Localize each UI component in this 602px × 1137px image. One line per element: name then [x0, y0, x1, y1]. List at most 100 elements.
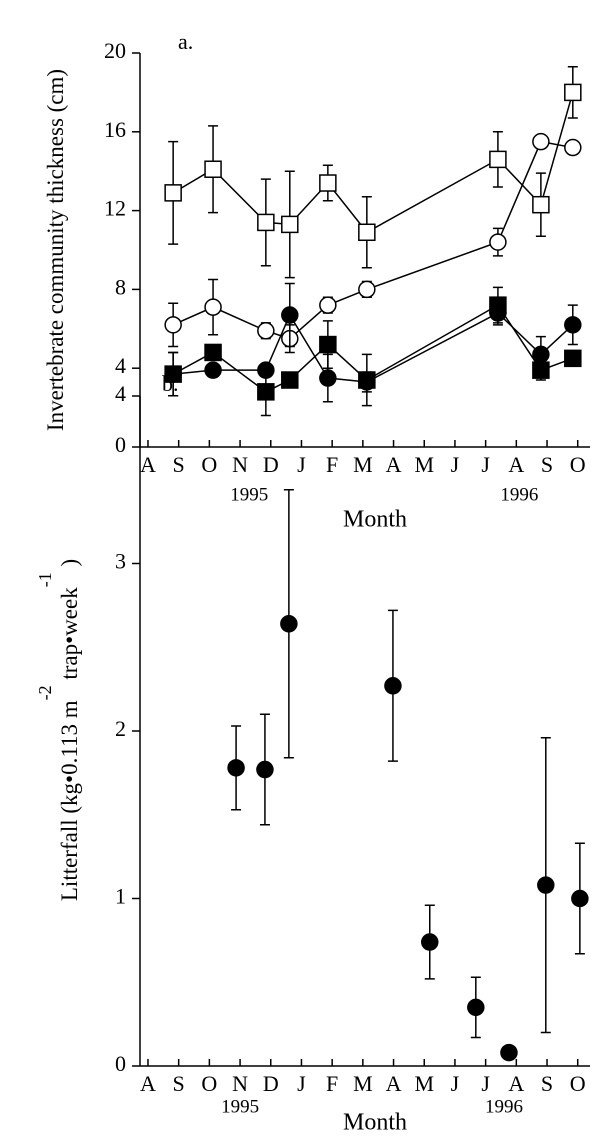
circle-marker: [280, 615, 298, 633]
x-tick-label: O: [570, 1071, 586, 1096]
x-tick-label: F: [326, 1071, 338, 1096]
y-tick-label: 1: [115, 884, 126, 909]
x-tick-label: O: [201, 1071, 217, 1096]
year-label: 1996: [485, 1096, 523, 1117]
x-tick-label: S: [173, 1071, 185, 1096]
y-axis-label-part: trap•week: [57, 587, 82, 686]
circle-marker: [319, 296, 337, 314]
square-marker: [489, 296, 507, 314]
y-tick-label: 0: [115, 432, 126, 457]
circle-marker: [256, 760, 274, 779]
series: [227, 489, 589, 1062]
x-tick-label: J: [297, 452, 306, 477]
circle-marker: [467, 998, 485, 1017]
y-axis-label: Invertebrate community thickness (cm): [43, 69, 68, 431]
y-axis-label-exponent: -2: [35, 685, 55, 700]
circle-marker: [319, 369, 337, 387]
y-tick-label: 16: [104, 117, 126, 142]
square-marker: [319, 174, 337, 192]
circle-marker: [164, 316, 182, 334]
x-tick-label: S: [541, 452, 553, 477]
circle-marker: [489, 233, 507, 251]
year-label: 1995: [221, 1096, 259, 1117]
circle-marker: [564, 138, 582, 157]
panel-label: a.: [178, 29, 193, 54]
circle-marker: [532, 132, 550, 151]
circle-marker: [564, 316, 582, 334]
square-marker: [532, 195, 550, 214]
circle-marker: [204, 361, 222, 379]
circle-marker: [537, 876, 555, 894]
x-tick-label: F: [326, 452, 338, 477]
x-tick-label: O: [201, 452, 217, 477]
square-marker: [164, 184, 182, 202]
circle-marker: [227, 759, 245, 777]
x-tick-label: J: [451, 1071, 460, 1096]
y-tick-label: 4: [115, 381, 126, 406]
x-tick-label: S: [541, 1071, 553, 1096]
y-tick-label: 12: [104, 196, 126, 221]
square-marker: [532, 361, 550, 379]
x-tick-label: A: [508, 452, 524, 477]
series: [164, 66, 582, 279]
circle-marker: [500, 1043, 518, 1062]
circle-marker: [571, 889, 589, 908]
square-marker: [164, 365, 182, 383]
x-tick-label: D: [263, 452, 279, 477]
square-marker: [564, 83, 582, 102]
x-tick-label: N: [232, 452, 248, 477]
x-tick-label: A: [508, 1071, 524, 1096]
circle-marker: [421, 933, 439, 951]
y-axis-label-part: ): [57, 559, 82, 572]
x-tick-label: M: [414, 1071, 434, 1096]
square-marker: [281, 215, 299, 234]
square-marker: [257, 213, 275, 232]
x-tick-label: J: [481, 452, 490, 477]
year-label: 1995: [230, 484, 268, 505]
series: [164, 286, 582, 417]
x-tick-label: A: [140, 452, 156, 477]
square-marker: [564, 349, 582, 368]
x-tick-label: J: [481, 1071, 490, 1096]
circle-marker: [358, 280, 376, 299]
y-axis-label-part: Litterfall (kg•0.113 m: [57, 700, 82, 901]
x-tick-label: J: [451, 452, 460, 477]
square-marker: [204, 343, 222, 362]
y-tick-label: 0: [115, 1051, 126, 1076]
circle-marker: [281, 306, 299, 324]
square-marker: [489, 150, 507, 169]
x-tick-label: A: [386, 452, 402, 477]
y-axis-label-exponent: -1: [35, 572, 55, 587]
square-marker: [358, 371, 376, 389]
square-marker: [204, 160, 222, 178]
series-line: [172, 92, 574, 234]
x-tick-label: M: [353, 452, 373, 477]
x-tick-label: A: [140, 1071, 156, 1096]
y-tick-label: 3: [115, 549, 126, 574]
y-tick-label: 4: [115, 353, 126, 378]
square-marker: [257, 383, 275, 401]
x-axis-label: Month: [343, 1110, 407, 1136]
x-tick-label: M: [414, 452, 434, 477]
x-tick-label: M: [353, 1071, 373, 1096]
x-tick-label: J: [297, 1071, 306, 1096]
y-axis-label-part: Invertebrate community thickness (cm): [43, 69, 68, 431]
circle-marker: [257, 322, 275, 340]
x-tick-label: D: [263, 1071, 279, 1096]
y-axis-label: Litterfall (kg•0.113 m-2 trap•week-1 ): [35, 559, 82, 901]
circle-marker: [204, 298, 222, 316]
square-marker: [319, 335, 337, 354]
y-tick-label: 8: [115, 274, 126, 299]
x-axis-label: Month: [343, 507, 407, 533]
x-tick-label: N: [232, 1071, 248, 1096]
x-tick-label: S: [173, 452, 185, 477]
y-tick-label: 20: [104, 38, 126, 63]
y-tick-label: 2: [115, 716, 126, 741]
x-tick-label: O: [570, 452, 586, 477]
panel-label: b.: [162, 371, 179, 396]
x-tick-label: A: [386, 1071, 402, 1096]
year-label: 1996: [500, 484, 538, 505]
square-marker: [358, 223, 376, 242]
circle-marker: [384, 677, 402, 695]
